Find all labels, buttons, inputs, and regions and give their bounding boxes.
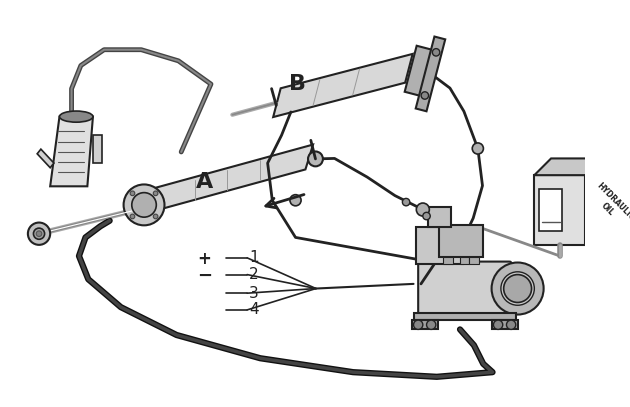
Circle shape [427,320,436,329]
Polygon shape [444,257,452,265]
Polygon shape [539,189,563,231]
Polygon shape [413,313,516,320]
Circle shape [153,191,158,196]
Circle shape [130,214,135,219]
FancyBboxPatch shape [418,262,512,315]
Polygon shape [460,257,469,265]
Circle shape [421,92,428,99]
Text: +: + [198,250,212,268]
Ellipse shape [59,111,93,122]
Text: A: A [196,172,213,192]
Circle shape [28,223,50,245]
Circle shape [123,184,164,225]
Polygon shape [93,135,102,163]
Polygon shape [50,117,93,186]
Polygon shape [469,257,479,265]
Polygon shape [534,175,585,245]
Polygon shape [136,144,313,216]
Circle shape [130,191,135,196]
Polygon shape [585,158,602,245]
Polygon shape [534,158,602,175]
Circle shape [403,198,410,206]
Polygon shape [438,225,483,257]
Polygon shape [491,320,518,329]
Circle shape [132,193,156,217]
Text: 3: 3 [249,286,259,301]
Polygon shape [404,46,433,96]
Circle shape [493,320,503,329]
Text: HYDRAULIC
OIL: HYDRAULIC OIL [587,181,630,230]
Text: 4: 4 [249,302,259,317]
Polygon shape [37,149,54,168]
Polygon shape [428,207,450,227]
Circle shape [153,214,158,219]
Polygon shape [273,54,413,117]
Circle shape [308,151,323,166]
Circle shape [290,195,301,206]
Circle shape [507,320,516,329]
Circle shape [416,203,429,216]
Circle shape [491,263,544,315]
Text: B: B [289,74,306,94]
Circle shape [432,48,440,56]
Text: 2: 2 [249,267,259,282]
Polygon shape [411,320,438,329]
Circle shape [423,212,430,220]
Polygon shape [416,37,445,111]
Polygon shape [416,227,463,265]
Circle shape [472,143,483,154]
Circle shape [503,275,532,302]
Circle shape [501,272,534,305]
Circle shape [37,231,42,236]
Circle shape [33,228,45,239]
Text: 1: 1 [249,250,259,265]
Text: −: − [197,267,212,284]
Circle shape [413,320,423,329]
